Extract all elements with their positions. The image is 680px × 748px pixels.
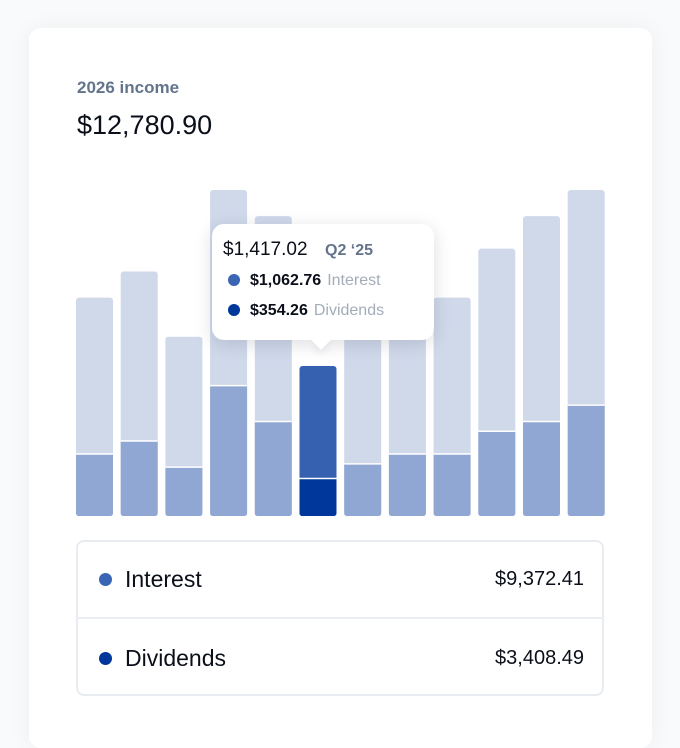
bar-fill-10[interactable] — [478, 431, 516, 516]
tooltip-dividends-label: Dividends — [313, 302, 385, 319]
series-legend: Interest $9,372.41 Dividends $3,408.49 — [76, 540, 604, 696]
bar-tooltip: $1,417.02 Q2 ‘25 $1,062.76 Interest $354.… — [212, 224, 434, 350]
bar-fill-12[interactable] — [567, 405, 605, 516]
bar-fill-3[interactable] — [165, 467, 203, 516]
bar-fill-1[interactable] — [76, 454, 113, 516]
bar-track-7[interactable] — [344, 297, 382, 516]
bar-fill-4[interactable] — [210, 385, 248, 516]
income-total: $12,780.90 — [77, 110, 213, 140]
tooltip-row-dividends: $354.26 Dividends — [228, 302, 384, 320]
legend-row-dividends[interactable]: Dividends $3,408.49 — [78, 620, 602, 697]
period-label: 2026 income — [77, 78, 180, 97]
bar-fill-11[interactable] — [523, 421, 560, 516]
bar-fill-5[interactable] — [254, 421, 292, 516]
interest-dot-icon — [99, 573, 112, 586]
dividends-dot-icon — [99, 652, 112, 665]
tooltip-interest-label: Interest — [327, 272, 381, 289]
tooltip-period: Q2 ‘25 — [325, 242, 374, 259]
legend-interest-label: Interest — [125, 566, 202, 592]
bar-fill-9[interactable] — [433, 454, 471, 516]
tooltip-interest-value: $1,062.76 — [250, 272, 322, 289]
bar-fill-7[interactable] — [344, 463, 382, 516]
bar-fill-8[interactable] — [388, 454, 426, 516]
interest-dot-icon — [228, 274, 240, 286]
dividends-dot-icon — [228, 304, 240, 316]
legend-row-interest[interactable]: Interest $9,372.41 — [78, 542, 602, 619]
bar-fill-2[interactable] — [120, 441, 158, 516]
tooltip-row-interest: $1,062.76 Interest — [228, 272, 381, 290]
legend-interest-value: $9,372.41 — [495, 568, 584, 590]
bar-active-dividends[interactable] — [299, 478, 337, 516]
tooltip-total: $1,417.02 — [223, 239, 308, 260]
legend-dividends-label: Dividends — [125, 645, 226, 671]
legend-dividends-value: $3,408.49 — [495, 647, 584, 669]
tooltip-dividends-value: $354.26 — [250, 302, 308, 319]
income-card: 2026 income $12,780.90 $1,417.02 Q2 ‘25 … — [29, 28, 652, 748]
